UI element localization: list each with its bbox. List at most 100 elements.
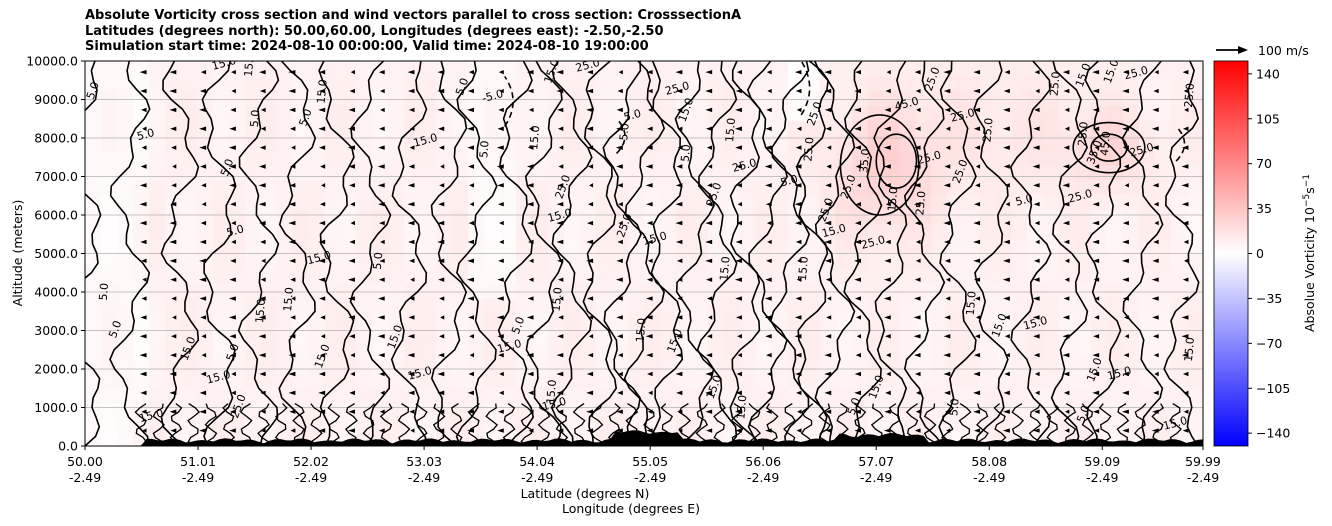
vorticity-cell (755, 297, 773, 314)
vorticity-cell (1043, 297, 1060, 314)
vorticity-cell (436, 164, 453, 181)
wind-vector (437, 258, 445, 264)
wind-vector (944, 390, 951, 396)
wind-vector (1004, 220, 1010, 226)
vorticity-cell (963, 90, 980, 107)
colorbar-tick-label: 35 (1256, 201, 1272, 216)
wind-vector (764, 296, 772, 301)
contour-line-lowlevel (187, 403, 201, 446)
wind-vector (1092, 88, 1100, 94)
wind-vector (528, 126, 534, 131)
vorticity-cell (979, 194, 996, 210)
wind-vector (556, 202, 564, 207)
vorticity-cell (979, 75, 996, 92)
contour-label: 5.0 (296, 107, 314, 128)
wind-vector (973, 277, 981, 282)
contour-label: 15.0 (820, 221, 847, 240)
x-tick-label-latitude: 52.02 (293, 454, 329, 469)
vorticity-cell (580, 342, 597, 358)
contour-negative (504, 75, 514, 127)
vorticity-cell (100, 209, 118, 225)
vorticity-cell (1123, 327, 1140, 343)
contour-line (390, 61, 429, 446)
vorticity-cell (340, 75, 358, 92)
wind-vector (230, 352, 236, 358)
vorticity-cell (116, 238, 134, 255)
vorticity-cell (564, 135, 581, 151)
wind-vector (678, 428, 683, 433)
vorticity-cell (883, 283, 901, 299)
contour-line-lowlevel (800, 403, 814, 446)
vorticity-cell (963, 194, 980, 210)
vorticity-cell (739, 209, 757, 225)
wind-vector (706, 202, 713, 207)
vorticity-cell (867, 238, 885, 255)
vorticity-cell (963, 312, 980, 329)
wind-vector (318, 390, 326, 396)
wind-vector (914, 277, 921, 282)
vorticity-cell (436, 327, 453, 343)
vorticity-cell (1155, 149, 1172, 166)
wind-vector (1062, 334, 1070, 339)
wind-vector (973, 126, 981, 131)
wind-vector (1152, 183, 1159, 188)
vorticity-cell (899, 135, 917, 151)
contour-label: 25.0 (1182, 83, 1197, 109)
vorticity-cell (883, 386, 901, 403)
vorticity-cell (420, 238, 437, 255)
vorticity-cell (675, 371, 693, 388)
vorticity-cell (404, 297, 421, 314)
vorticity-cell (356, 90, 374, 107)
x-tick-label-longitude: -2.49 (1086, 470, 1118, 485)
wind-vector (1151, 277, 1159, 282)
wind-vector (288, 220, 296, 226)
vorticity-cell (564, 386, 581, 403)
quiver-key-arrow-head (1238, 46, 1248, 54)
wind-vector (1154, 220, 1159, 226)
vorticity-cell (164, 90, 182, 107)
vorticity-cell (548, 327, 565, 343)
vorticity-cell (787, 283, 805, 299)
vorticity-cell (707, 90, 725, 107)
vorticity-cell (260, 297, 278, 314)
vorticity-cell (691, 61, 709, 77)
vorticity-cell (1187, 416, 1203, 432)
wind-vector (677, 296, 683, 301)
contour-line (1050, 61, 1089, 446)
wind-vector (1122, 88, 1129, 94)
wind-vector (646, 352, 653, 358)
vorticity-cell (835, 401, 853, 417)
wind-vector (199, 258, 207, 264)
vorticity-cell (164, 371, 182, 388)
vorticity-cell (308, 253, 326, 269)
vorticity-cell (436, 135, 453, 151)
wind-vector (348, 277, 355, 282)
vorticity-cell (500, 209, 517, 225)
vorticity-cell (723, 327, 741, 343)
wind-vector (1183, 88, 1189, 94)
vorticity-cell (372, 342, 390, 358)
vorticity-cell (979, 312, 996, 329)
vorticity-cell (164, 238, 182, 255)
contour-line-lowlevel (222, 403, 236, 446)
wind-vector (1092, 220, 1100, 226)
vorticity-cell (116, 105, 134, 121)
contour-label: 25.0 (1076, 121, 1091, 147)
vorticity-cell (979, 253, 996, 269)
vorticity-cell (755, 149, 773, 166)
wind-vector (527, 296, 534, 301)
vorticity-cell (596, 342, 613, 358)
wind-vector (734, 428, 742, 433)
wind-vector (497, 428, 504, 433)
vorticity-cell (883, 268, 901, 284)
vorticity-cell (116, 149, 134, 166)
wind-vector (885, 239, 891, 245)
wind-vector (467, 390, 475, 396)
wind-vector (556, 69, 564, 75)
wind-vector (794, 315, 802, 320)
vorticity-cell (867, 283, 885, 299)
vorticity-cell (1091, 149, 1108, 166)
wind-vector (350, 352, 355, 358)
vorticity-cell (707, 297, 725, 314)
wind-vector (586, 277, 594, 282)
